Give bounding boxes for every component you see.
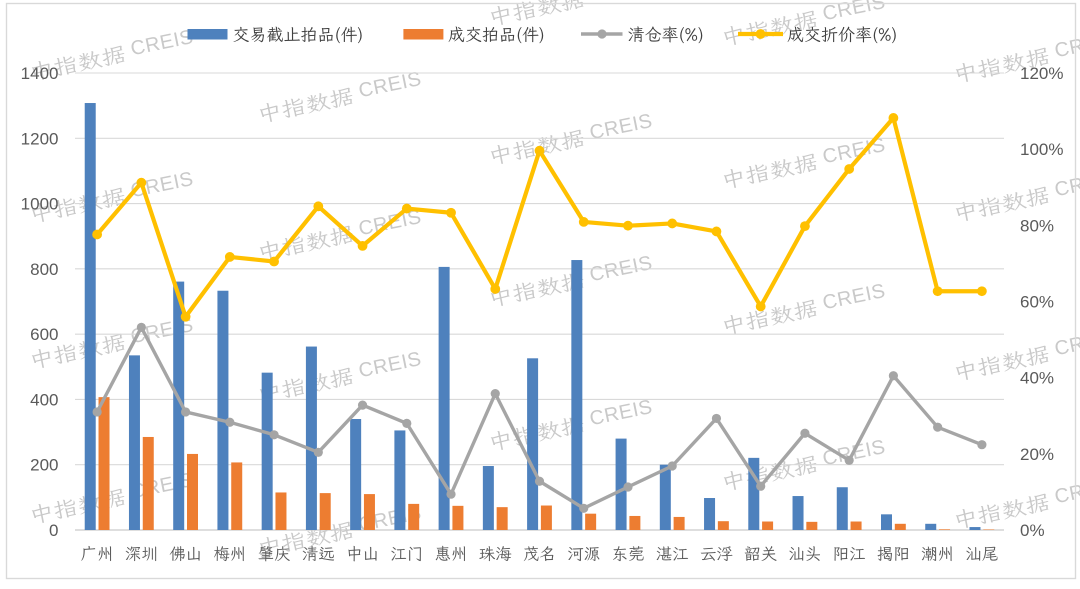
svg-text:60%: 60% xyxy=(1020,293,1054,312)
svg-text:100%: 100% xyxy=(1020,140,1063,159)
svg-text:400: 400 xyxy=(30,390,58,409)
svg-text:1000: 1000 xyxy=(21,195,59,214)
svg-text:120%: 120% xyxy=(1020,64,1063,83)
svg-text:0: 0 xyxy=(49,521,58,540)
svg-text:1400: 1400 xyxy=(21,64,59,83)
svg-text:40%: 40% xyxy=(1020,369,1054,388)
svg-text:0%: 0% xyxy=(1020,521,1045,540)
svg-text:600: 600 xyxy=(30,325,58,344)
svg-text:800: 800 xyxy=(30,260,58,279)
svg-text:200: 200 xyxy=(30,456,58,475)
svg-text:80%: 80% xyxy=(1020,216,1054,235)
svg-text:1200: 1200 xyxy=(21,129,59,148)
svg-text:20%: 20% xyxy=(1020,445,1054,464)
